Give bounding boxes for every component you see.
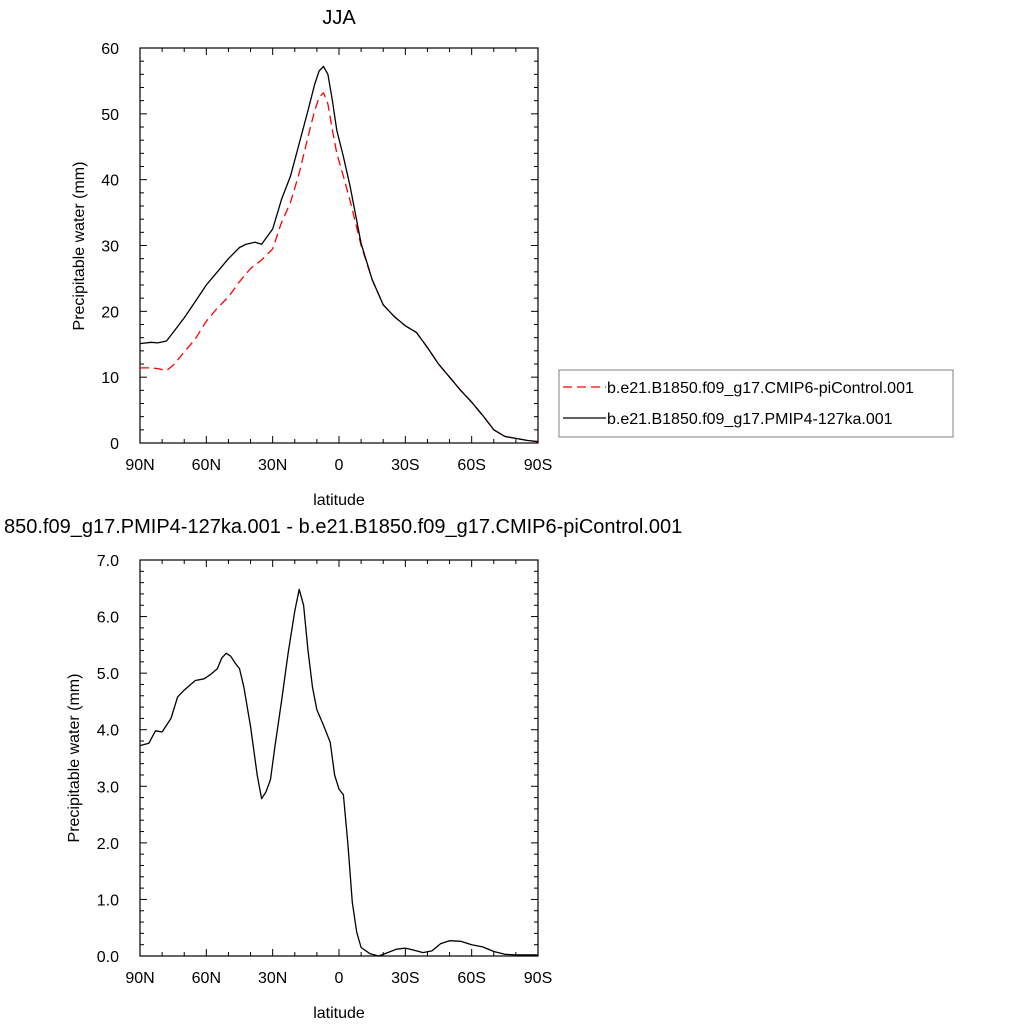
x-tick-label: 60N <box>192 970 221 987</box>
x-tick-label: 90N <box>125 970 154 987</box>
y-tick-label: 2.0 <box>97 836 119 853</box>
series-line-0-0 <box>140 92 539 443</box>
bottom-panel: 850.f09_g17.PMIP4-127ka.001 - b.e21.B185… <box>4 516 682 1022</box>
x-tick-label: 0 <box>335 970 344 987</box>
y-tick-label: 50 <box>101 107 119 124</box>
y-tick-label: 10 <box>101 370 119 387</box>
x-tick-label: 30N <box>258 970 287 987</box>
y-tick-label: 6.0 <box>97 610 119 627</box>
y-tick-label: 4.0 <box>97 723 119 740</box>
x-tick-label: 30S <box>391 457 419 474</box>
x-tick-label: 30N <box>258 457 287 474</box>
top-chart-title: JJA <box>322 7 356 29</box>
bottom-ticks: 90N 60N 30N 0 30S 60S 90S 0.0 1.0 2.0 3.0 4.0 5.0 6.0… <box>97 553 552 987</box>
top-ticks: 90N 60N 30N 0 30S 60S 90S 0 10 20 30 40 50 60 <box>101 41 552 474</box>
y-tick-label: 5.0 <box>97 666 119 683</box>
x-tick-label: 60S <box>457 970 485 987</box>
x-tick-label: 60N <box>192 457 221 474</box>
x-tick-label: 90S <box>524 457 552 474</box>
top-series <box>139 65 539 443</box>
x-tick-label: 0 <box>335 457 344 474</box>
top-x-axis-title: latitude <box>313 492 365 509</box>
bottom-x-axis-title: latitude <box>313 1005 365 1022</box>
legend-label-picontrol: b.e21.B1850.f09_g17.CMIP6-piControl.001 <box>607 380 914 397</box>
x-tick-label: 90S <box>524 970 552 987</box>
top-panel: JJA 90N 60N 30N 0 30S 60S 90S 0 10 20 30 40 50 60 lat… <box>71 7 954 509</box>
y-tick-label: 0 <box>110 436 119 453</box>
y-tick-label: 7.0 <box>97 553 119 570</box>
y-tick-label: 40 <box>101 173 119 190</box>
y-tick-label: 0.0 <box>97 949 119 966</box>
bottom-chart-title: 850.f09_g17.PMIP4-127ka.001 - b.e21.B185… <box>4 516 682 538</box>
legend-box <box>558 369 954 438</box>
bottom-plot-frame <box>139 559 539 957</box>
top-y-axis-title: Precipitable water (mm) <box>71 162 88 331</box>
y-tick-label: 20 <box>101 304 119 321</box>
x-tick-label: 30S <box>391 970 419 987</box>
top-plot-frame <box>139 47 539 444</box>
y-tick-label: 3.0 <box>97 779 119 796</box>
bottom-series <box>139 588 538 957</box>
series-line-0-1 <box>139 65 539 443</box>
x-tick-label: 60S <box>457 457 485 474</box>
x-tick-label: 90N <box>125 457 154 474</box>
y-tick-label: 1.0 <box>97 892 119 909</box>
legend: b.e21.B1850.f09_g17.CMIP6-piControl.001 … <box>558 369 954 438</box>
legend-label-127ka: b.e21.B1850.f09_g17.PMIP4-127ka.001 <box>607 411 893 428</box>
y-tick-label: 30 <box>101 239 119 256</box>
y-tick-label: 60 <box>101 41 119 58</box>
series-line-1-0 <box>139 588 538 957</box>
bottom-y-axis-title: Precipitable water (mm) <box>66 674 83 843</box>
